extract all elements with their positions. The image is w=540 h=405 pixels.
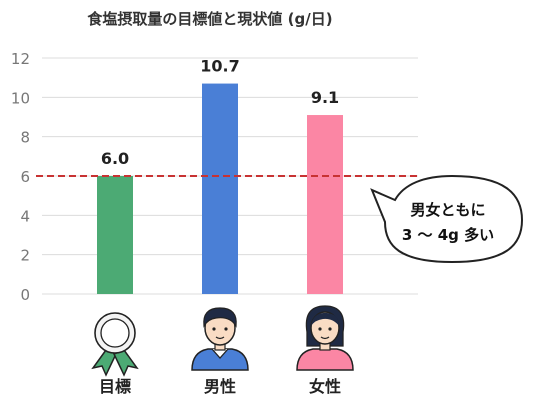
x-tick-labels: 目標 男性 女性 xyxy=(99,377,341,396)
callout-bubble xyxy=(370,174,524,264)
y-tick-label: 8 xyxy=(20,129,30,147)
y-tick-label: 12 xyxy=(11,50,30,68)
bars xyxy=(97,83,343,295)
y-tick-label: 10 xyxy=(11,89,30,107)
data-label: 6.0 xyxy=(101,149,129,168)
bar xyxy=(307,115,343,295)
x-tick-label: 男性 xyxy=(204,377,236,396)
callout-line-2: 3 ～ 4g 多い xyxy=(401,226,495,244)
data-label: 10.7 xyxy=(200,57,239,76)
value-labels: 6.0 10.7 9.1 xyxy=(101,57,339,168)
callout-line-1: 男女ともに xyxy=(410,201,486,219)
callout-text: 男女ともに 3 ～ 4g 多い xyxy=(393,198,503,248)
y-tick-label: 2 xyxy=(20,247,30,265)
x-tick-label: 女性 xyxy=(309,377,341,396)
y-tick-label: 4 xyxy=(20,207,30,225)
bar xyxy=(97,176,133,294)
woman-icon xyxy=(296,305,354,371)
award-ribbon-icon xyxy=(91,312,139,377)
chart-title: 食塩摂取量の目標値と現状値 (g/日) xyxy=(87,10,333,28)
y-tick-labels: 0 2 4 6 8 10 12 xyxy=(11,50,30,304)
x-tick-label: 目標 xyxy=(99,377,131,396)
y-tick-label: 0 xyxy=(20,286,30,304)
data-label: 9.1 xyxy=(311,88,339,107)
man-icon xyxy=(191,307,249,371)
y-tick-label: 6 xyxy=(20,168,30,186)
bar xyxy=(202,83,238,294)
